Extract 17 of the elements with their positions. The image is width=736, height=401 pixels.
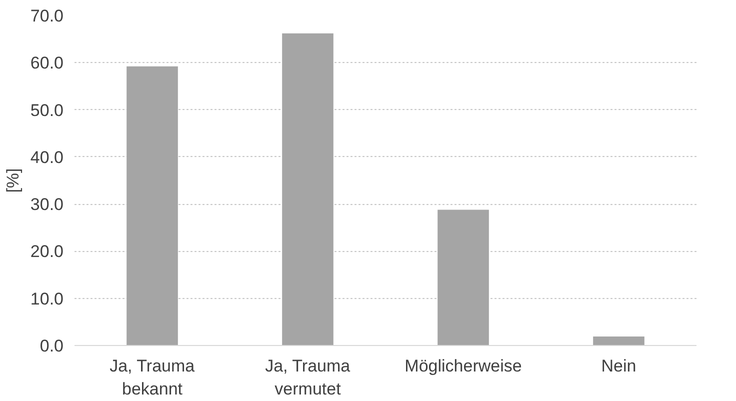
x-tick-label: Nein — [601, 356, 636, 376]
y-tick-label: 50.0 — [30, 100, 64, 120]
y-tick-label: 10.0 — [30, 289, 64, 308]
x-tick-label: Ja, Trauma bekannt — [110, 356, 196, 398]
y-tick-label: 0.0 — [40, 336, 64, 356]
y-axis-title: [%] — [3, 168, 22, 193]
bar — [282, 33, 334, 346]
y-tick-label: 20.0 — [30, 242, 64, 262]
y-tick-label: 70.0 — [30, 6, 64, 26]
x-tick-label: Ja, Trauma vermutet — [265, 356, 351, 398]
bar — [593, 336, 644, 346]
x-tick-label: Möglicherweise — [404, 356, 522, 376]
bar — [438, 210, 489, 346]
y-tick-label: 30.0 — [30, 195, 64, 214]
y-tick-label: 40.0 — [30, 148, 64, 167]
y-tick-label: 60.0 — [30, 54, 64, 73]
bar — [126, 66, 178, 346]
